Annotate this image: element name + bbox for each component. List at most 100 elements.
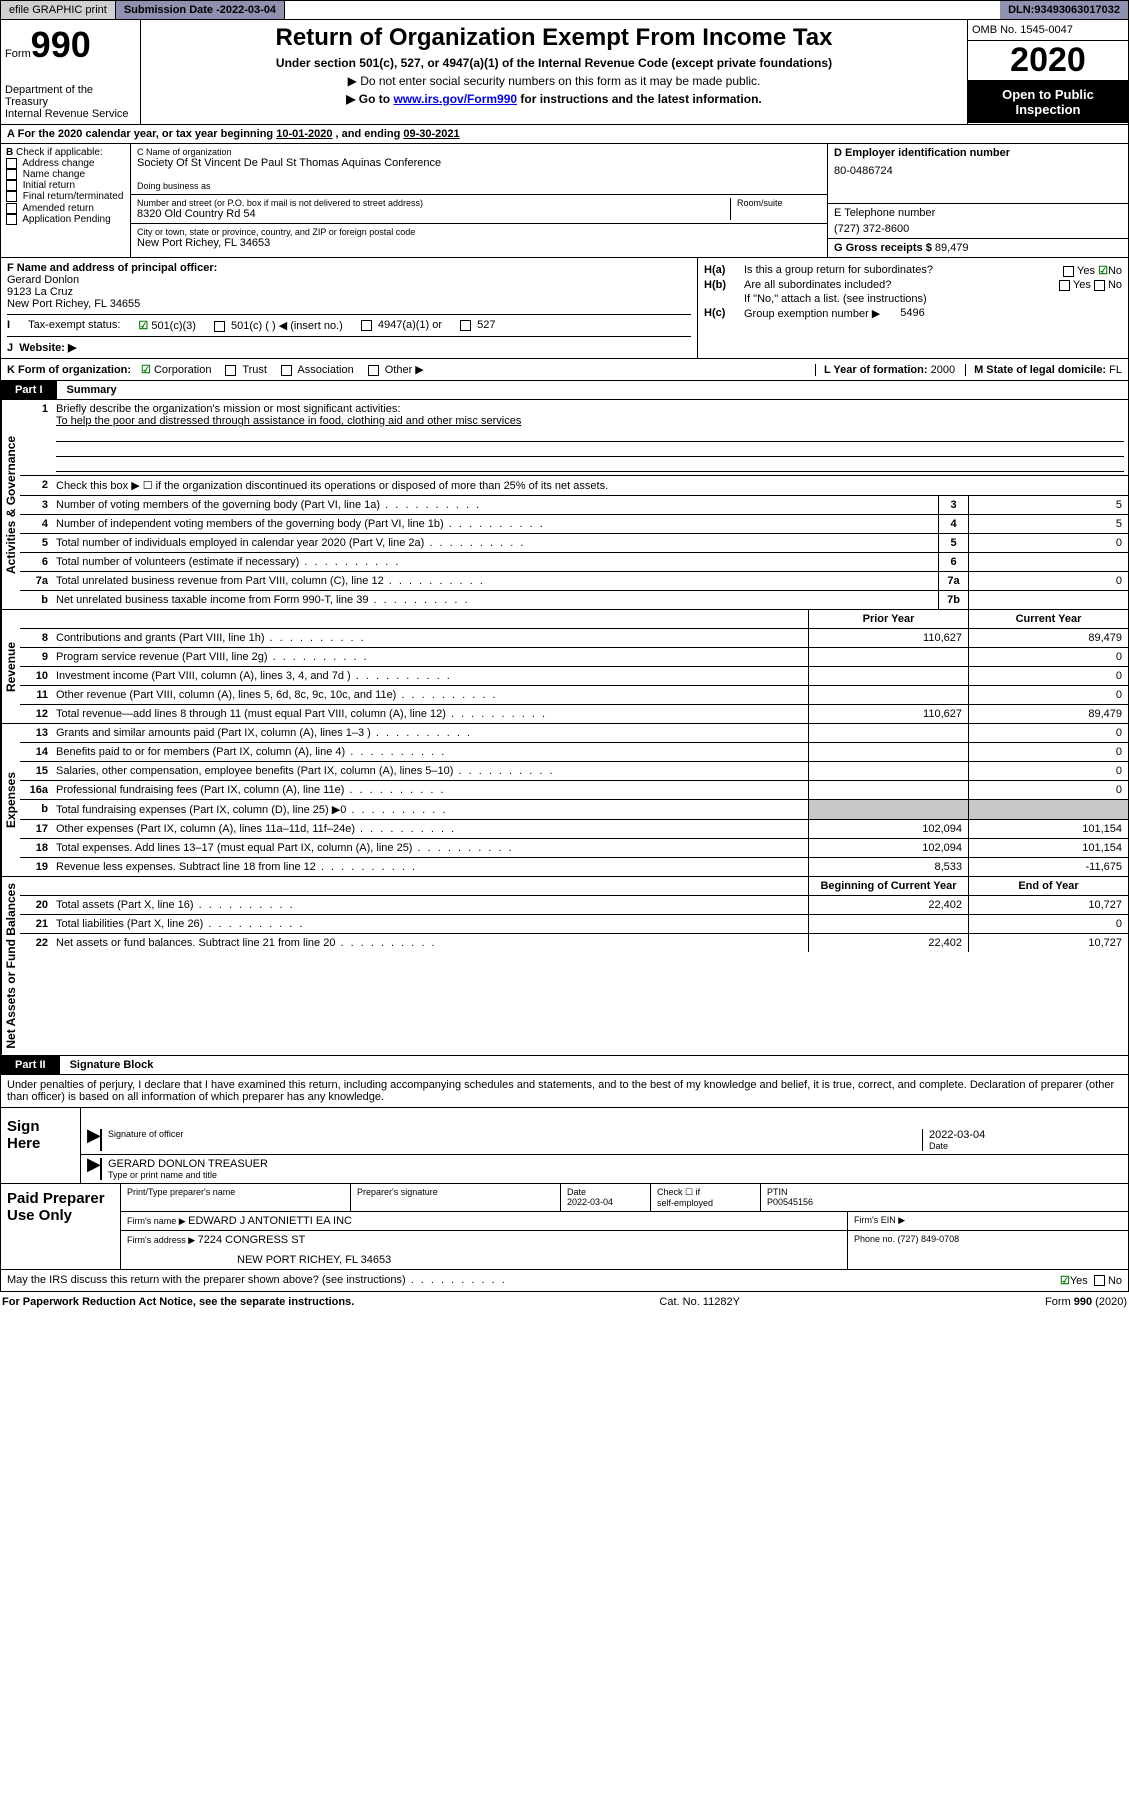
ha-label: Is this a group return for subordinates? xyxy=(744,264,1063,277)
summary-line: 19Revenue less expenses. Subtract line 1… xyxy=(20,858,1128,876)
checkbox-item[interactable]: Application Pending xyxy=(6,214,125,225)
pra-notice: For Paperwork Reduction Act Notice, see … xyxy=(2,1296,354,1308)
summary-line: 8Contributions and grants (Part VIII, li… xyxy=(20,629,1128,648)
summary-activities: Activities & Governance 1 Briefly descri… xyxy=(0,400,1129,610)
summary-line: 18Total expenses. Add lines 13–17 (must … xyxy=(20,839,1128,858)
ein-value: 80-0486724 xyxy=(834,165,1122,177)
efile-label[interactable]: efile GRAPHIC print xyxy=(1,1,116,19)
form990-link[interactable]: www.irs.gov/Form990 xyxy=(393,92,517,106)
summary-line: 13Grants and similar amounts paid (Part … xyxy=(20,724,1128,743)
summary-line: bNet unrelated business taxable income f… xyxy=(20,591,1128,609)
officer-addr1: 9123 La Cruz xyxy=(7,286,691,298)
mission-text: To help the poor and distressed through … xyxy=(56,415,521,427)
open-inspection: Open to Public Inspection xyxy=(968,81,1128,123)
name-label: C Name of organization xyxy=(137,147,821,157)
section-deg: D Employer identification number 80-0486… xyxy=(828,144,1128,257)
side-expenses: Expenses xyxy=(1,724,20,876)
sig-officer-label: Signature of officer xyxy=(102,1129,922,1151)
section-klm: K Form of organization: ☑ Corporation Tr… xyxy=(0,359,1129,381)
summary-line: 10Investment income (Part VIII, column (… xyxy=(20,667,1128,686)
sign-here-label: Sign Here xyxy=(1,1108,81,1183)
omb-number: OMB No. 1545-0047 xyxy=(968,20,1128,41)
subtitle-1: Under section 501(c), 527, or 4947(a)(1)… xyxy=(149,56,959,70)
room-label: Room/suite xyxy=(731,198,821,220)
summary-line: bTotal fundraising expenses (Part IX, co… xyxy=(20,800,1128,820)
summary-line: 15Salaries, other compensation, employee… xyxy=(20,762,1128,781)
dln: DLN: 93493063017032 xyxy=(1000,1,1128,19)
section-b: B Check if applicable: Address change Na… xyxy=(1,144,131,257)
irs-label: Internal Revenue Service xyxy=(5,108,136,120)
side-revenue: Revenue xyxy=(1,610,20,723)
summary-line: 16aProfessional fundraising fees (Part I… xyxy=(20,781,1128,800)
hc-value: 5496 xyxy=(900,307,924,320)
checkbox-item[interactable]: Amended return xyxy=(6,203,125,214)
checkbox-item[interactable]: Name change xyxy=(6,169,125,180)
discuss-row: May the IRS discuss this return with the… xyxy=(1,1269,1128,1291)
checkbox-item[interactable]: Final return/terminated xyxy=(6,191,125,202)
f-label: F Name and address of principal officer: xyxy=(7,262,691,274)
side-activities: Activities & Governance xyxy=(1,400,20,609)
dept-treasury: Department of the Treasury xyxy=(5,84,136,108)
submission-date: Submission Date - 2022-03-04 xyxy=(116,1,285,19)
sig-date: 2022-03-04 xyxy=(929,1129,1122,1141)
firm-name: EDWARD J ANTONIETTI EA INC xyxy=(188,1215,352,1227)
dba-label: Doing business as xyxy=(137,181,821,191)
year-formation: 2000 xyxy=(931,364,955,376)
officer-block: F Name and address of principal officer:… xyxy=(0,258,1129,359)
summary-line: 20Total assets (Part X, line 16)22,40210… xyxy=(20,896,1128,915)
hc-label: Group exemption number ▶ xyxy=(744,307,880,320)
street-address: 8320 Old Country Rd 54 xyxy=(137,208,724,220)
arrow-icon: ▶ xyxy=(87,1129,102,1151)
form-ref: Form 990 (2020) xyxy=(1045,1296,1127,1308)
summary-line: 17Other expenses (Part IX, column (A), l… xyxy=(20,820,1128,839)
summary-line: 6Total number of volunteers (estimate if… xyxy=(20,553,1128,572)
summary-line: 14Benefits paid to or for members (Part … xyxy=(20,743,1128,762)
summary-revenue: Revenue Prior YearCurrent Year 8Contribu… xyxy=(0,610,1129,724)
subtitle-3: ▶ Go to www.irs.gov/Form990 for instruct… xyxy=(149,92,959,106)
state-domicile: FL xyxy=(1109,364,1122,376)
summary-line: 21Total liabilities (Part X, line 26)0 xyxy=(20,915,1128,934)
summary-line: 7aTotal unrelated business revenue from … xyxy=(20,572,1128,591)
checkbox-item[interactable]: Initial return xyxy=(6,180,125,191)
signer-name: GERARD DONLON TREASUER xyxy=(108,1158,1122,1170)
form-org-opt[interactable]: Other ▶ xyxy=(368,364,424,376)
jurat-text: Under penalties of perjury, I declare th… xyxy=(1,1075,1128,1107)
form-title: Return of Organization Exempt From Incom… xyxy=(149,24,959,52)
officer-addr2: New Port Richey, FL 34655 xyxy=(7,298,691,310)
summary-net-assets: Net Assets or Fund Balances Beginning of… xyxy=(0,877,1129,1056)
org-name: Society Of St Vincent De Paul St Thomas … xyxy=(137,157,821,169)
phone-value: (727) 372-8600 xyxy=(834,223,1122,235)
signature-block: Under penalties of perjury, I declare th… xyxy=(0,1075,1129,1292)
summary-line: 5Total number of individuals employed in… xyxy=(20,534,1128,553)
phone-label: E Telephone number xyxy=(834,207,1122,219)
summary-line: 22Net assets or fund balances. Subtract … xyxy=(20,934,1128,952)
summary-line: 12Total revenue—add lines 8 through 11 (… xyxy=(20,705,1128,723)
officer-name: Gerard Donlon xyxy=(7,274,691,286)
form-label: Form xyxy=(5,48,31,60)
page-footer: For Paperwork Reduction Act Notice, see … xyxy=(0,1292,1129,1312)
summary-line: 9Program service revenue (Part VIII, lin… xyxy=(20,648,1128,667)
hb-note: If "No," attach a list. (see instruction… xyxy=(744,293,1122,305)
part2-header: Part II Signature Block xyxy=(0,1056,1129,1075)
summary-line: 11Other revenue (Part VIII, column (A), … xyxy=(20,686,1128,705)
form-org-opt[interactable]: Association xyxy=(281,364,354,376)
city-label: City or town, state or province, country… xyxy=(137,227,821,237)
tax-year: 2020 xyxy=(968,41,1128,81)
form-header: Form990 Department of the Treasury Inter… xyxy=(0,20,1129,125)
firm-addr1: 7224 CONGRESS ST xyxy=(198,1234,306,1246)
hb-label: Are all subordinates included? xyxy=(744,279,1059,291)
paid-preparer: Paid Preparer Use Only Print/Type prepar… xyxy=(1,1183,1128,1269)
ptin: P00545156 xyxy=(767,1197,813,1207)
city-state-zip: New Port Richey, FL 34653 xyxy=(137,237,821,249)
line-a-tax-year: A For the 2020 calendar year, or tax yea… xyxy=(0,125,1129,144)
form-org-opt[interactable]: Trust xyxy=(225,364,267,376)
firm-phone: (727) 849-0708 xyxy=(898,1234,960,1244)
checkbox-item[interactable]: Address change xyxy=(6,158,125,169)
section-c: C Name of organization Society Of St Vin… xyxy=(131,144,828,257)
summary-expenses: Expenses 13Grants and similar amounts pa… xyxy=(0,724,1129,877)
top-bar: efile GRAPHIC print Submission Date - 20… xyxy=(0,0,1129,20)
section-j: J Website: ▶ xyxy=(7,336,691,354)
form-org-opt[interactable]: ☑ Corporation xyxy=(141,364,211,376)
arrow-icon: ▶ xyxy=(87,1158,102,1180)
part1-header: Part I Summary xyxy=(0,381,1129,400)
